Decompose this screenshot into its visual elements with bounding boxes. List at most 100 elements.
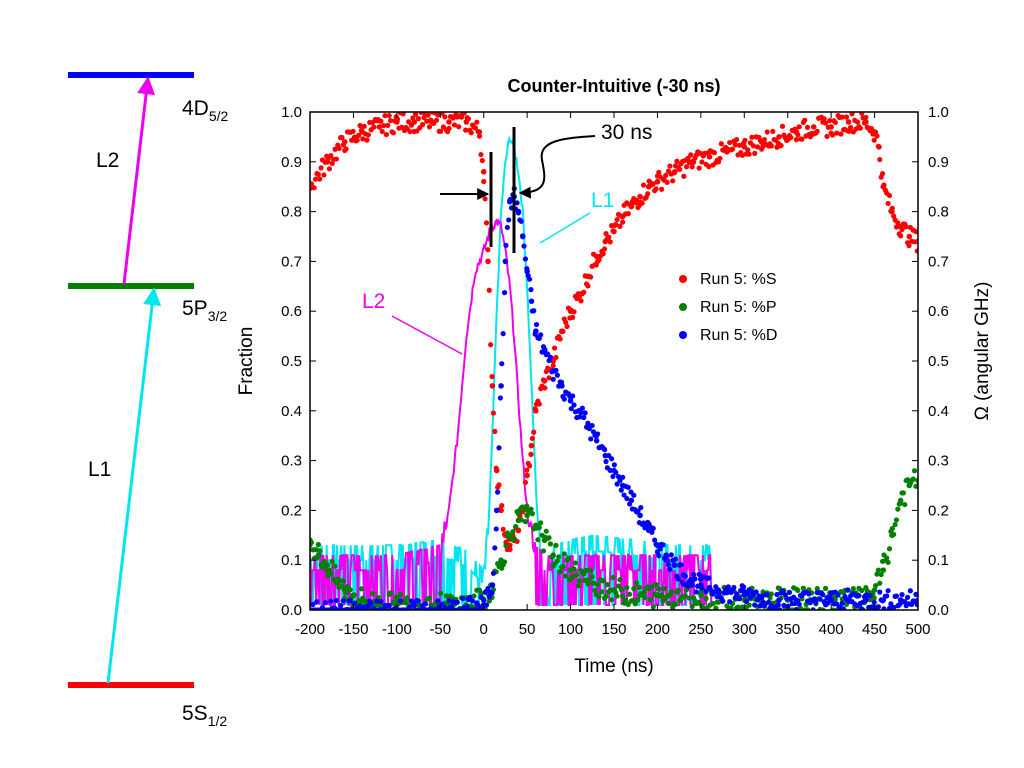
series-point <box>658 186 665 192</box>
data-point <box>567 567 574 573</box>
series-point <box>546 535 552 541</box>
y-tick-label: 0.3 <box>281 453 302 470</box>
series-point <box>369 591 376 597</box>
series-point <box>674 158 680 164</box>
series-point <box>774 591 780 598</box>
series-point <box>881 606 887 610</box>
data-point <box>394 119 400 125</box>
series-point <box>329 558 335 565</box>
data-point <box>845 597 852 603</box>
series-point <box>696 165 702 171</box>
series-point <box>757 603 763 609</box>
series-point <box>461 112 467 116</box>
series-point <box>493 526 499 532</box>
series-point <box>542 385 548 391</box>
series-point <box>620 593 626 599</box>
series-point <box>533 321 540 328</box>
data-point <box>515 527 522 534</box>
data-point <box>863 119 869 125</box>
series-point <box>463 127 469 133</box>
series-point <box>356 132 362 138</box>
series-point <box>661 586 667 592</box>
series-point <box>489 590 495 596</box>
series-point <box>859 606 865 610</box>
data-point <box>533 328 539 334</box>
delay-arrow-right <box>518 135 596 199</box>
series-point <box>603 230 609 237</box>
series-point <box>770 128 776 135</box>
series-point <box>766 599 772 605</box>
x-tick-label: 500 <box>905 621 930 638</box>
series-point <box>859 112 865 116</box>
series-point <box>670 178 676 184</box>
data-point <box>585 577 591 583</box>
y-tick-label: 0.9 <box>281 154 302 171</box>
series-point <box>536 401 542 407</box>
series-point <box>624 584 630 591</box>
series-point <box>564 323 570 330</box>
data-point <box>845 119 852 125</box>
series-point <box>689 582 695 588</box>
series-point <box>374 598 380 604</box>
level-5P-label: 5P3/2 <box>182 297 227 324</box>
series-point <box>893 593 900 599</box>
data-point <box>706 154 713 160</box>
series-point <box>382 113 388 119</box>
data-point <box>876 144 882 150</box>
legend-marker <box>679 303 687 311</box>
series-point <box>875 567 881 573</box>
series-point <box>581 289 587 295</box>
series-point <box>315 171 321 178</box>
data-point <box>637 512 643 519</box>
y-tick-label: 0.1 <box>281 552 302 569</box>
series-point <box>315 541 321 548</box>
series-point <box>456 124 462 130</box>
series-point <box>321 172 327 178</box>
series-point <box>884 555 890 561</box>
x-tick-label: -100 <box>382 621 412 638</box>
data-point <box>341 587 348 593</box>
series-point <box>841 606 847 610</box>
series-point <box>699 159 705 165</box>
y-tick-label: 0.5 <box>281 353 302 370</box>
series-point <box>873 583 879 589</box>
series-point <box>400 112 406 117</box>
series-point <box>653 186 659 192</box>
series-point <box>893 224 900 230</box>
series-point <box>871 137 877 143</box>
series-point <box>550 376 556 382</box>
series-point <box>886 546 893 552</box>
series-point <box>435 598 441 604</box>
series-point <box>710 600 716 607</box>
series-point <box>411 602 417 608</box>
series-point <box>668 589 674 595</box>
data-point <box>411 119 418 125</box>
series-point <box>717 155 723 162</box>
series-point <box>700 604 706 610</box>
series-point <box>904 594 911 600</box>
series-point <box>664 558 670 564</box>
series-point <box>859 587 865 594</box>
data-point <box>810 597 817 603</box>
series-point <box>618 487 624 493</box>
series-point <box>750 143 756 149</box>
series-point <box>397 598 403 604</box>
series-point <box>631 492 637 498</box>
series-point <box>340 598 346 604</box>
data-point <box>515 517 522 524</box>
y-tick-label: 0.6 <box>281 303 302 320</box>
data-point <box>576 293 583 300</box>
data-point <box>897 597 904 603</box>
series-point <box>615 583 622 589</box>
series-point <box>514 200 520 206</box>
series-point <box>485 585 491 592</box>
series-point <box>779 123 786 129</box>
data-point <box>680 572 687 578</box>
series-point <box>614 593 620 599</box>
data-point <box>715 587 722 593</box>
series-point <box>914 248 918 254</box>
y2-tick-label: 0.7 <box>928 253 949 270</box>
data-point <box>698 592 704 598</box>
series-point <box>481 178 487 185</box>
series-point <box>328 153 334 159</box>
